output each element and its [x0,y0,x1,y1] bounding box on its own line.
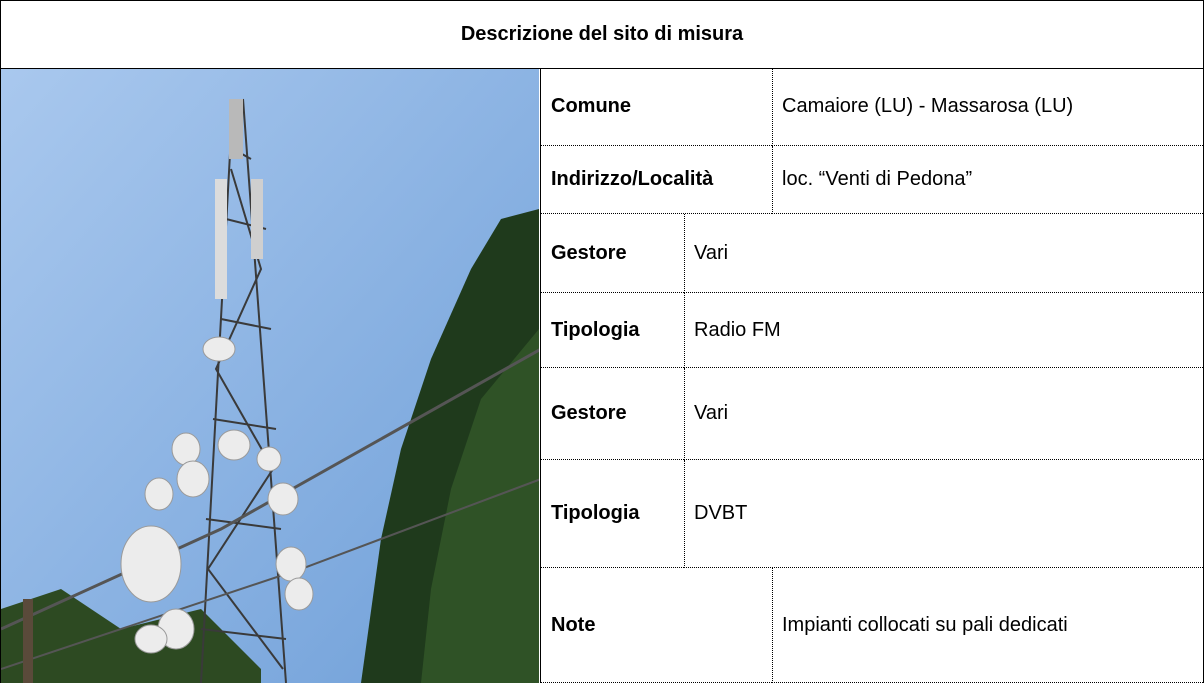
row-label: Indirizzo/Località [541,146,772,214]
row-value: Radio FM [684,293,1203,368]
row-label: Note [541,568,772,683]
row-label: Gestore [541,368,684,460]
row-label: Comune [541,68,772,146]
table-title: Descrizione del sito di misura [0,0,1204,69]
column-divider [772,568,773,683]
column-divider [684,460,685,568]
border-left [0,68,1,683]
row-label: Tipologia [541,460,684,568]
column-divider [684,293,685,368]
column-divider [684,368,685,460]
column-divider [772,68,773,146]
row-label: Gestore [541,214,684,293]
column-divider [772,146,773,214]
row-label: Tipologia [541,293,684,368]
row-value: Vari [684,214,1203,293]
border-mid [540,68,541,683]
row-value: Vari [684,368,1203,460]
row-value: Impianti collocati su pali dedicati [772,568,1203,683]
column-divider [684,214,685,293]
row-value: loc. “Venti di Pedona” [772,146,1203,214]
row-value: Camaiore (LU) - Massarosa (LU) [772,68,1203,146]
row-value: DVBT [684,460,1203,568]
site-photo [1,69,539,683]
